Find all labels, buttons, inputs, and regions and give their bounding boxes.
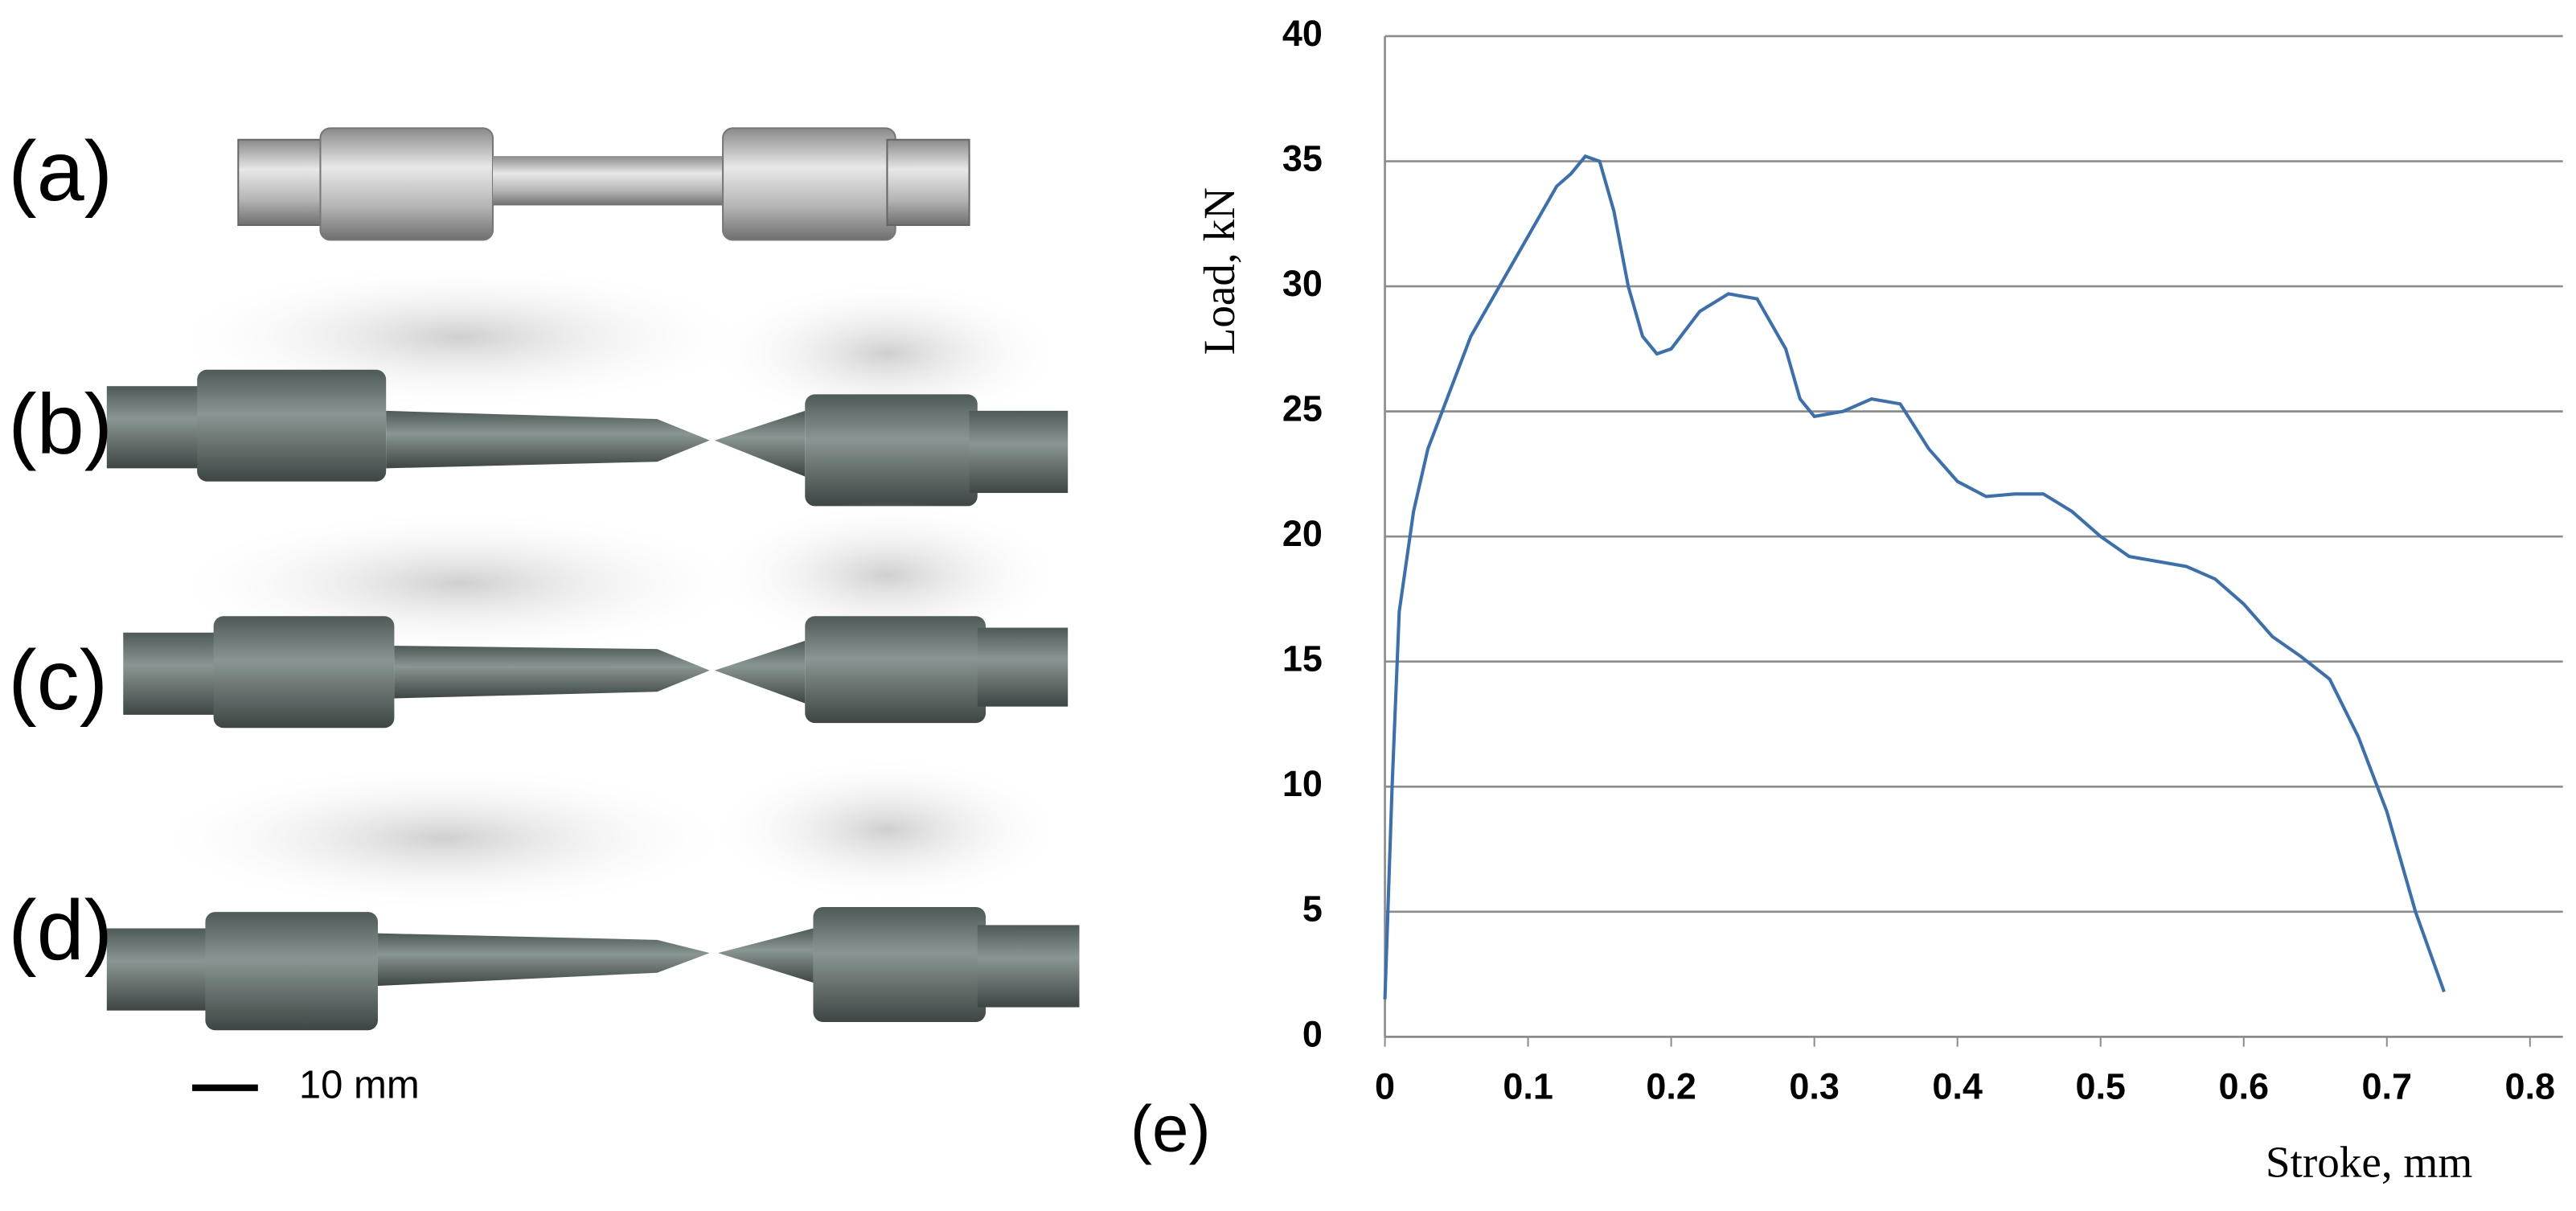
panel-label: (a) [8,123,113,219]
scale-label: 10 mm [299,1064,420,1107]
panel-label: (d) [8,882,113,978]
y-tick-label: 35 [1282,138,1323,179]
x-tick-label: 0.4 [1932,1066,1982,1107]
x-tick-label: 0.7 [2362,1066,2412,1107]
panel-label: (b) [8,376,113,471]
y-tick-label: 30 [1282,263,1323,304]
y-axis-label: Load, kN [1195,187,1244,355]
x-tick-label: 0 [1375,1066,1395,1107]
x-tick-label: 0.5 [2075,1066,2125,1107]
x-tick-label: 0.1 [1503,1066,1553,1107]
y-tick-label: 25 [1282,388,1323,429]
specimen-photos [106,127,1080,1091]
load-curve [1383,154,2446,1000]
x-tick-label: 0.6 [2218,1066,2268,1107]
x-axis-label: Stroke, mm [2266,1137,2472,1186]
x-tick-label: 0.3 [1789,1066,1839,1107]
x-tick-label: 0.2 [1646,1066,1696,1107]
y-tick-label: 10 [1282,763,1323,804]
y-tick-label: 20 [1282,513,1323,554]
panel-label: (c) [8,632,108,728]
y-tick-label: 40 [1282,13,1323,54]
y-tick-label: 0 [1302,1013,1323,1054]
y-tick-label: 15 [1282,638,1323,679]
x-tick-label: 0.8 [2505,1066,2555,1107]
y-tick-label: 5 [1302,889,1323,930]
panel-label: (e) [1130,1093,1211,1166]
